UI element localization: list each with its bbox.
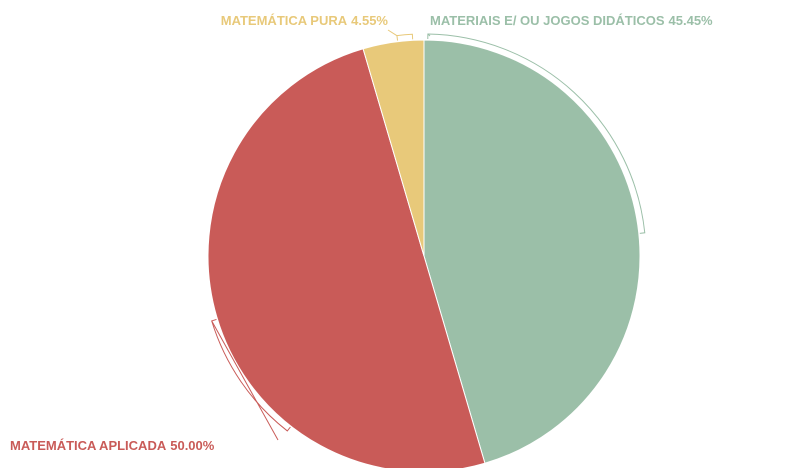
slice-value: 4.55%: [351, 13, 388, 28]
slice-value: 50.00%: [170, 438, 215, 453]
slice-label: MATERIAIS E/ OU JOGOS DIDÁTICOS 45.45%: [430, 13, 713, 28]
label-arc: [427, 33, 646, 234]
slice-label: MATEMÁTICA APLICADA 50.00%: [10, 438, 215, 453]
label-arc: [396, 33, 414, 41]
slice-label: MATEMÁTICA PURA 4.55%: [221, 13, 389, 28]
slice-name: MATEMÁTICA PURA: [221, 13, 348, 28]
slice-value: 45.45%: [669, 13, 714, 28]
leader-line: [427, 33, 431, 37]
pie-slice: [362, 39, 425, 257]
leader-line: [211, 320, 279, 441]
pie-slice: [423, 39, 641, 464]
slice-name: MATEMÁTICA APLICADA: [10, 438, 167, 453]
pie-slice: [207, 48, 486, 468]
label-arc: [211, 318, 291, 432]
leader-line: [387, 29, 398, 37]
slice-name: MATERIAIS E/ OU JOGOS DIDÁTICOS: [430, 13, 665, 28]
